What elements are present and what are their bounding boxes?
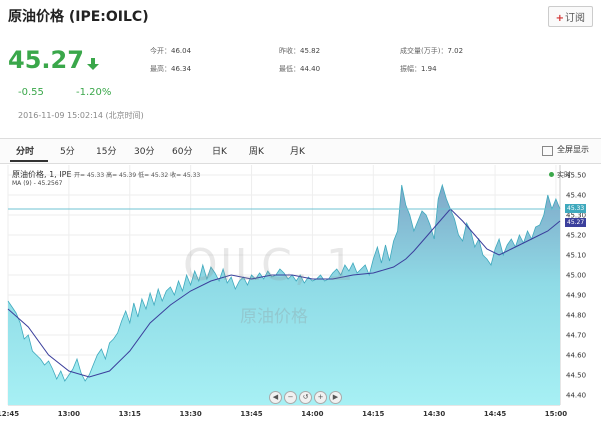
chart-watermark: OILC, 1 — [183, 240, 356, 291]
y-tick-label: 45.40 — [566, 192, 586, 200]
x-tick-label: 15:00 — [545, 410, 567, 418]
stat-volume: 成交量(万手)：7.02 — [400, 46, 463, 56]
stat-label: 振幅： — [400, 65, 421, 73]
active-tab-indicator — [10, 160, 48, 162]
legend-ohlc: 开= 45.33 高= 45.39 低= 45.32 收= 45.33 — [74, 172, 201, 179]
legend-symbol: 原油价格, 1, IPE — [12, 170, 72, 179]
subscribe-label: 订阅 — [565, 13, 585, 24]
reset-button[interactable]: ↺ — [299, 391, 312, 404]
x-tick-label: 12:45 — [0, 410, 19, 418]
period-tab-bar: 分时 5分 15分 30分 60分 日K 周K 月K 全屏显示 — [0, 138, 601, 164]
scroll-left-button[interactable]: ◀ — [269, 391, 282, 404]
stat-prev-close: 昨收：45.82 — [279, 46, 320, 56]
stat-value: 44.40 — [300, 65, 321, 73]
subscribe-button[interactable]: +订阅 — [547, 6, 593, 27]
x-tick-label: 13:45 — [240, 410, 262, 418]
stat-value: 46.34 — [171, 65, 192, 73]
realtime-indicator[interactable]: 实时 — [549, 170, 571, 180]
stat-label: 今开： — [150, 47, 171, 55]
stat-value: 7.02 — [447, 47, 464, 55]
stat-label: 昨收： — [279, 47, 300, 55]
price-change-percent: -1.20% — [76, 87, 112, 98]
scroll-right-button[interactable]: ▶ — [329, 391, 342, 404]
stat-low: 最低：44.40 — [279, 64, 320, 74]
stat-high: 最高：46.34 — [150, 64, 191, 74]
down-arrow-icon — [87, 58, 99, 70]
last-price-tag: 45.33 — [565, 204, 587, 213]
price-change: -0.55 — [18, 87, 44, 98]
tab-daily-k[interactable]: 日K — [212, 147, 227, 157]
chart-legend: 原油价格, 1, IPE 开= 45.33 高= 45.39 低= 45.32 … — [12, 169, 200, 180]
stat-label: 最低： — [279, 65, 300, 73]
y-tick-label: 44.60 — [566, 352, 586, 360]
tab-15min[interactable]: 15分 — [96, 147, 117, 157]
stat-value: 1.94 — [421, 65, 437, 73]
stat-value: 46.04 — [171, 47, 192, 55]
legend-ma: MA (9) - 45.2567 — [12, 180, 63, 187]
page-title: 原油价格 (IPE:OILC) — [8, 9, 149, 25]
stat-amplitude: 振幅：1.94 — [400, 64, 437, 74]
chart-watermark-sub: 原油价格 — [240, 307, 308, 327]
x-tick-label: 14:15 — [362, 410, 384, 418]
y-tick-label: 45.50 — [566, 172, 586, 180]
x-tick-label: 14:00 — [301, 410, 323, 418]
plus-icon: + — [555, 13, 564, 24]
tab-60min[interactable]: 60分 — [172, 147, 193, 157]
y-tick-label: 45.30 — [566, 212, 586, 220]
y-tick-label: 44.80 — [566, 312, 586, 320]
y-tick-label: 44.90 — [566, 292, 586, 300]
y-tick-label: 44.40 — [566, 392, 586, 400]
tab-5min[interactable]: 5分 — [60, 147, 75, 157]
fullscreen-icon[interactable] — [542, 146, 553, 156]
zoom-out-button[interactable]: − — [284, 391, 297, 404]
ma-line — [7, 208, 561, 378]
zoom-in-button[interactable]: + — [314, 391, 327, 404]
stat-label: 成交量(万手)： — [400, 47, 448, 55]
tab-30min[interactable]: 30分 — [134, 147, 155, 157]
stat-value: 45.82 — [300, 47, 321, 55]
price-line — [7, 183, 561, 382]
realtime-label: 实时 — [557, 171, 571, 179]
stat-label: 最高： — [150, 65, 171, 73]
tab-weekly-k[interactable]: 周K — [249, 147, 264, 157]
x-tick-label: 13:15 — [119, 410, 141, 418]
current-price: 45.27 — [8, 46, 84, 74]
tab-monthly-k[interactable]: 月K — [290, 147, 305, 157]
x-tick-label: 14:30 — [423, 410, 445, 418]
x-tick-label: 14:45 — [484, 410, 506, 418]
x-tick-label: 13:30 — [179, 410, 201, 418]
x-tick-label: 13:00 — [58, 410, 80, 418]
tab-timeshare[interactable]: 分时 — [16, 147, 35, 157]
y-tick-label: 45.10 — [566, 252, 586, 260]
stat-open: 今开：46.04 — [150, 46, 191, 56]
fullscreen-button[interactable]: 全屏显示 — [557, 145, 589, 154]
y-tick-label: 44.70 — [566, 332, 586, 340]
y-tick-label: 44.50 — [566, 372, 586, 380]
realtime-dot-icon — [549, 172, 554, 177]
y-tick-label: 45.00 — [566, 272, 586, 280]
y-tick-label: 45.20 — [566, 232, 586, 240]
price-area — [8, 185, 560, 405]
ma-price-tag: 45.27 — [565, 218, 587, 227]
quote-timestamp: 2016-11-09 15:02:14 (北京时间) — [18, 111, 144, 120]
